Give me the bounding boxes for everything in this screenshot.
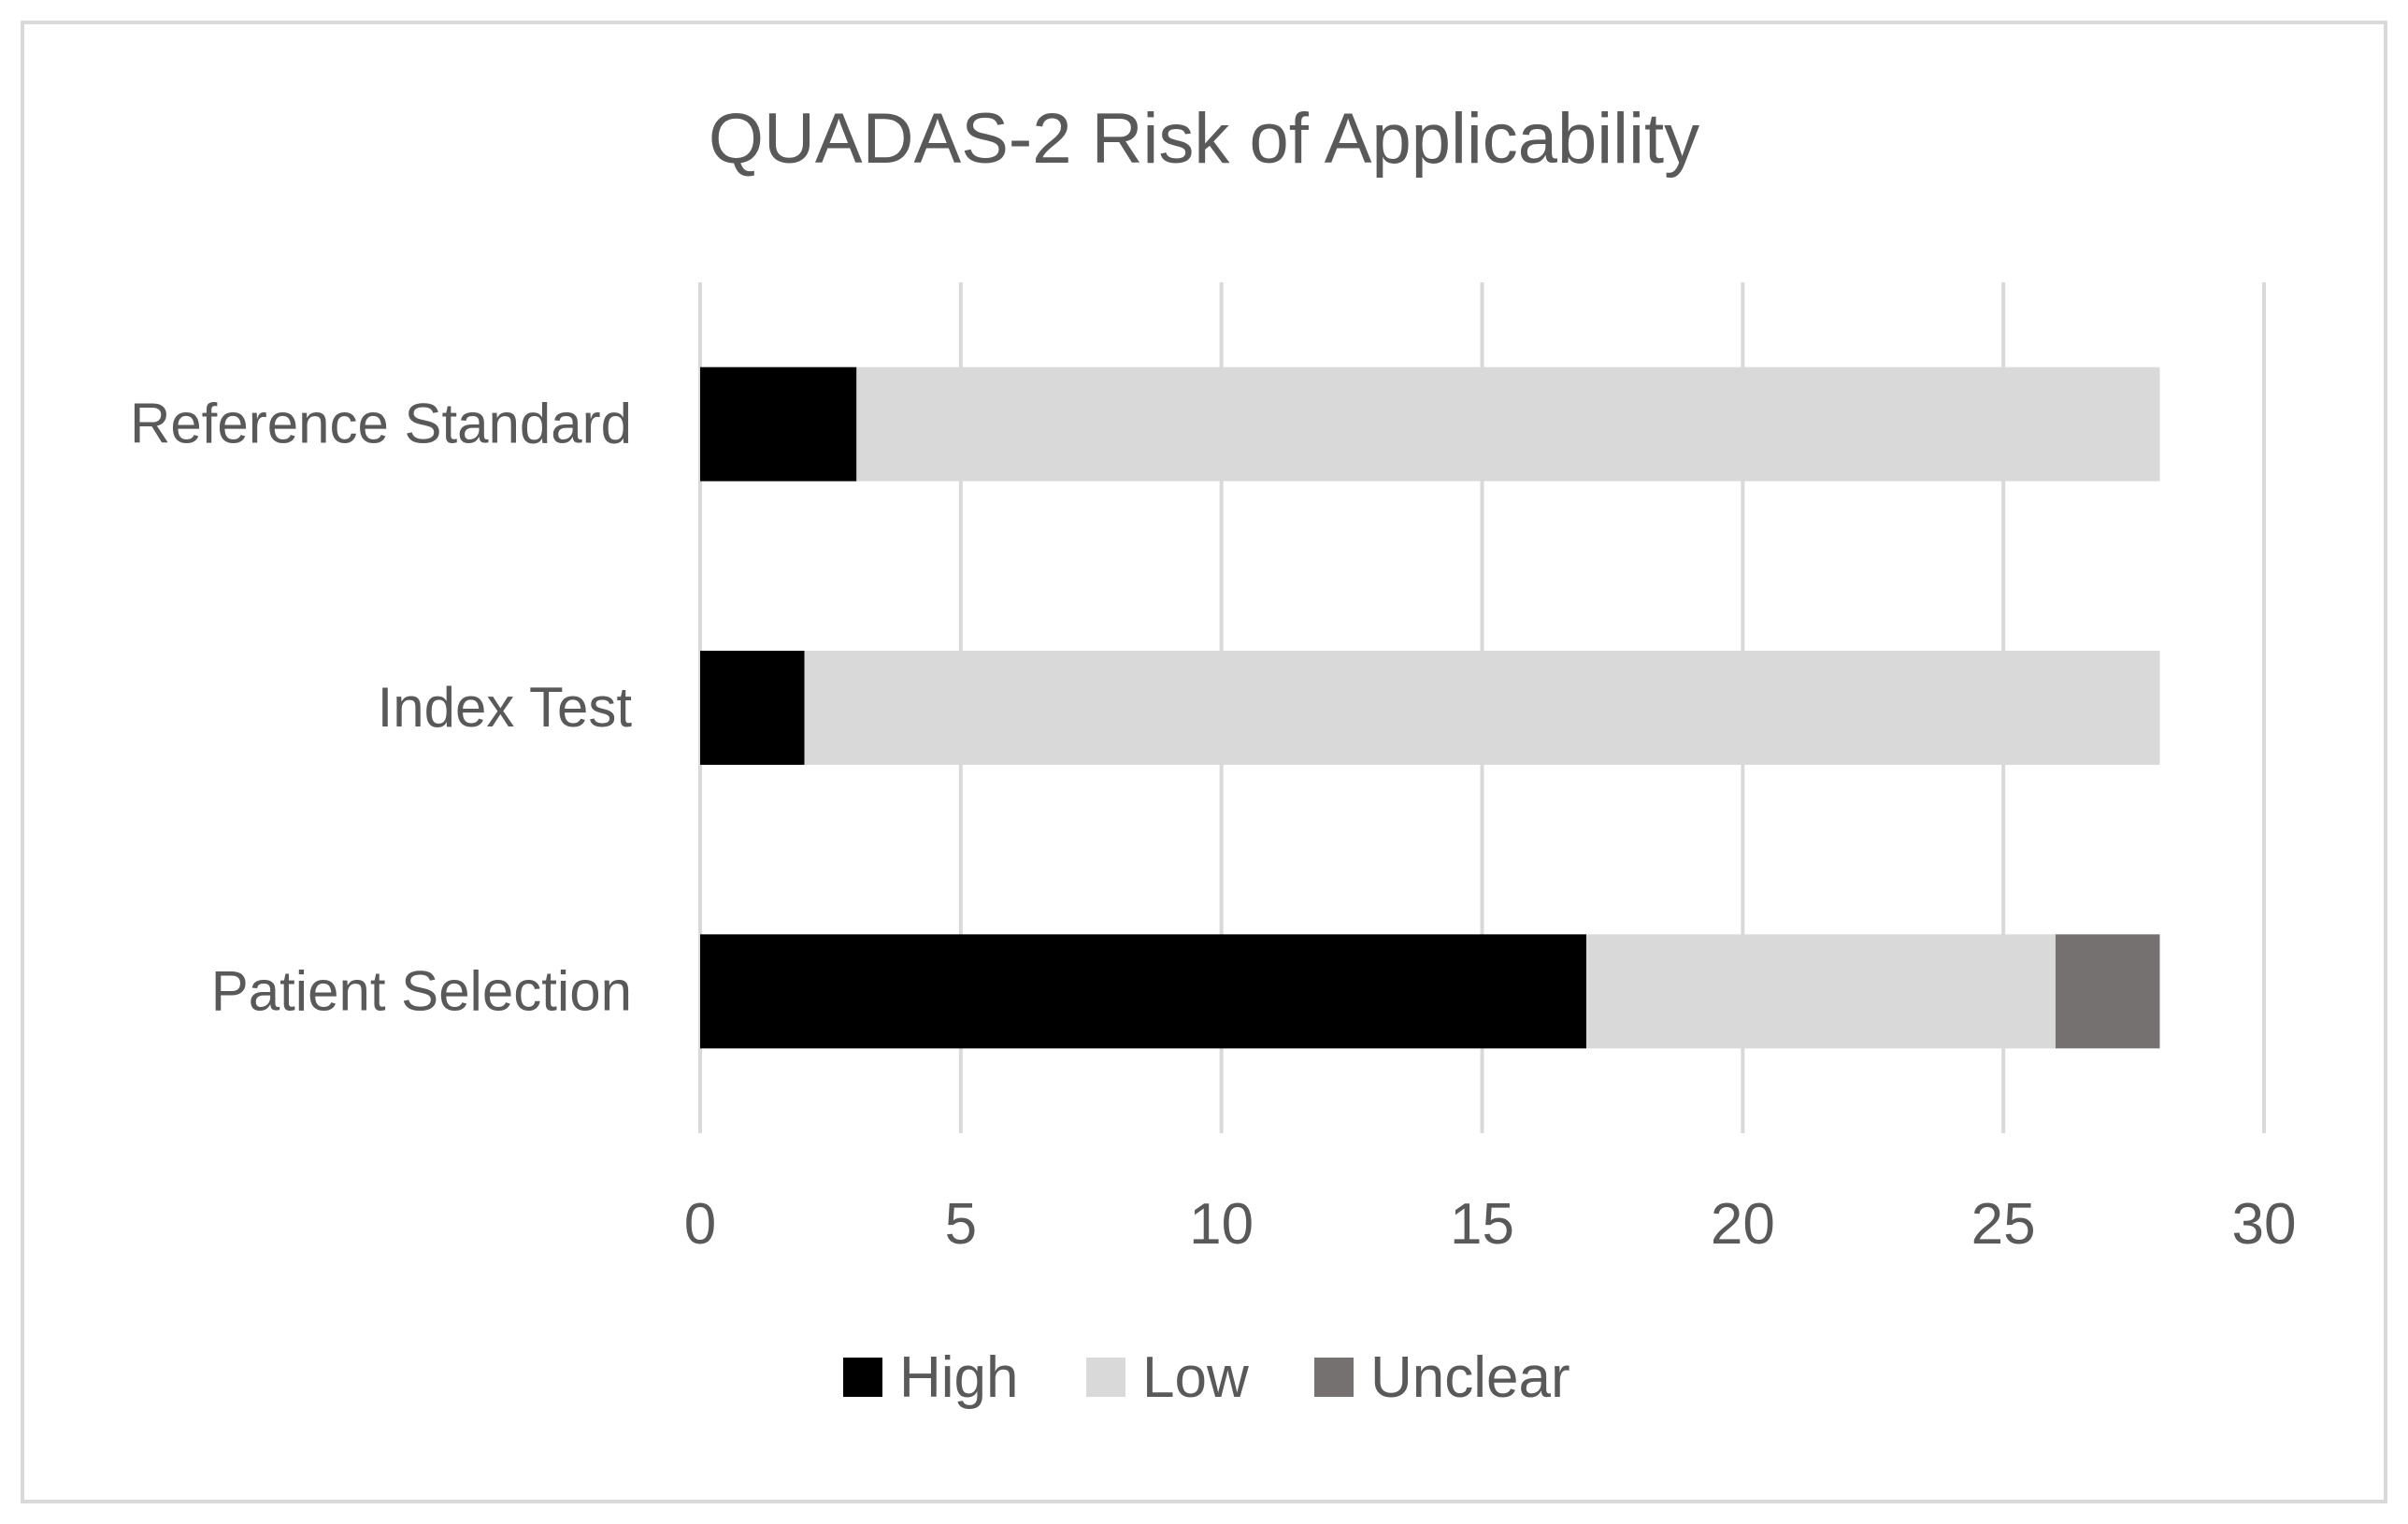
legend-swatch-high [843,1358,882,1397]
category-label: Reference Standard [130,393,632,455]
legend-label-high: High [899,1345,1019,1410]
bar-unclear-patient-selection [2055,934,2160,1049]
x-tick-labels: 0 5 10 15 20 25 30 [684,1192,2297,1257]
legend-label-unclear: Unclear [1370,1345,1570,1410]
legend: High Low Unclear [843,1345,1570,1410]
legend-swatch-unclear [1314,1358,1354,1397]
x-tick-label: 0 [684,1192,716,1257]
bar-low-index-test [804,651,2160,765]
x-tick-label: 30 [2232,1192,2297,1257]
bars [700,367,2160,1049]
category-label: Patient Selection [211,959,632,1022]
bar-low-reference-standard [856,367,2160,482]
legend-label-low: Low [1142,1345,1249,1410]
category-label: Index Test [378,676,633,739]
x-tick-label: 5 [945,1192,977,1257]
category-labels: Patient Selection Index Test Reference Sta… [130,393,632,1023]
x-tick-label: 10 [1189,1192,1254,1257]
bar-low-patient-selection [1586,934,2056,1049]
x-tick-label: 15 [1450,1192,1514,1257]
bar-high-reference-standard [700,367,857,482]
x-tick-label: 25 [1971,1192,2036,1257]
legend-swatch-low [1086,1358,1125,1397]
bar-high-patient-selection [700,934,1587,1049]
bar-high-index-test [700,651,805,765]
chart-title: QUADAS-2 Risk of Applicability [709,99,1699,179]
x-tick-label: 20 [1711,1192,1775,1257]
